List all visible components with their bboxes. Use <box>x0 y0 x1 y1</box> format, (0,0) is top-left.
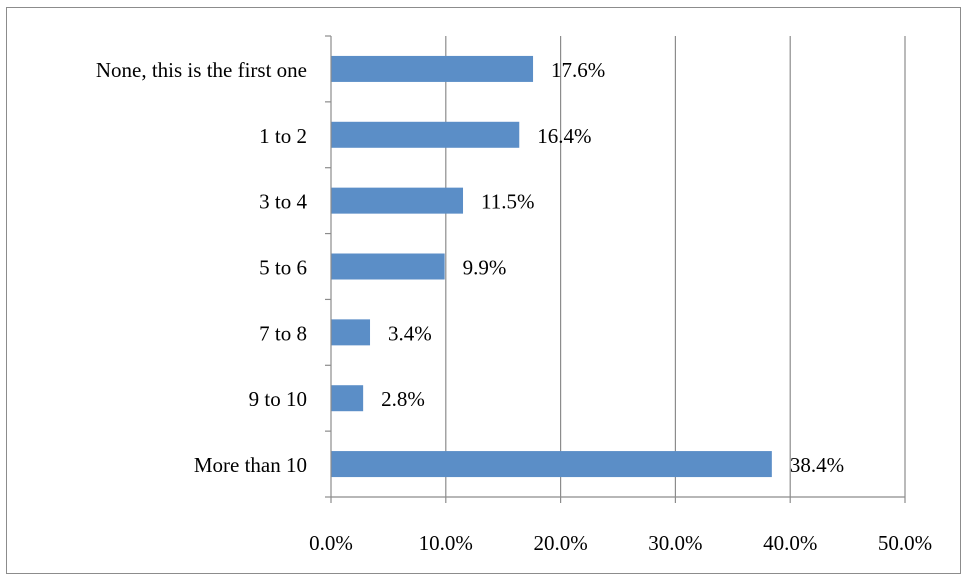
x-tick-label-1: 10.0% <box>419 531 473 555</box>
data-label-6: 38.4% <box>790 453 844 477</box>
x-tick-label-0: 0.0% <box>309 531 353 555</box>
category-label-2: 3 to 4 <box>259 190 307 214</box>
category-label-0: None, this is the first one <box>96 58 307 82</box>
x-tick-label-4: 40.0% <box>763 531 817 555</box>
bar-1 <box>331 121 520 148</box>
data-label-5: 2.8% <box>381 387 425 411</box>
x-tick-label-5: 50.0% <box>878 531 932 555</box>
bar-6 <box>331 451 772 478</box>
category-label-5: 9 to 10 <box>249 387 307 411</box>
chart-frame <box>6 7 961 574</box>
bar-2 <box>331 187 464 214</box>
category-label-6: More than 10 <box>194 453 307 477</box>
bar-0 <box>331 55 534 82</box>
category-label-4: 7 to 8 <box>259 321 307 345</box>
data-label-0: 17.6% <box>551 58 605 82</box>
bar-5 <box>331 385 364 412</box>
data-label-2: 11.5% <box>481 190 534 214</box>
data-label-1: 16.4% <box>537 124 591 148</box>
data-label-3: 9.9% <box>463 256 507 280</box>
bar-3 <box>331 253 445 280</box>
category-label-3: 5 to 6 <box>259 256 307 280</box>
data-label-4: 3.4% <box>388 321 432 345</box>
x-tick-label-2: 20.0% <box>533 531 587 555</box>
category-label-1: 1 to 2 <box>259 124 307 148</box>
x-tick-label-3: 30.0% <box>648 531 702 555</box>
bar-4 <box>331 319 371 346</box>
